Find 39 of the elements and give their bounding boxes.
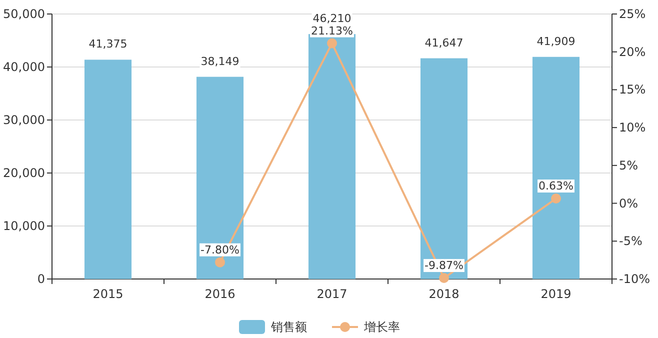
data-label: -7.80%: [200, 243, 240, 256]
x-tick-label: 2015: [92, 287, 124, 301]
bar: [84, 60, 132, 279]
x-tick-label: 2017: [316, 287, 348, 301]
y2-tick-label: 20%: [619, 44, 646, 59]
data-label: 0.63%: [538, 180, 574, 193]
bar: [532, 56, 580, 279]
y2-tick-label: -5%: [619, 234, 642, 248]
point: [215, 257, 225, 268]
legend-label: 增长率: [363, 320, 400, 334]
y2-tick-label: 0%: [619, 196, 638, 210]
data-label: 21.13%: [311, 24, 353, 38]
y-tick-label: 20,000: [3, 166, 45, 180]
point: [327, 38, 337, 48]
bar: [196, 76, 244, 279]
x-tick-label: 2019: [540, 287, 572, 301]
y2-tick-label: 10%: [619, 120, 646, 135]
legend-label: 销售额: [270, 320, 307, 334]
data-label: 41,375: [88, 38, 128, 51]
data-label: -9.87%: [424, 259, 464, 272]
point: [439, 273, 449, 284]
data-label: 46,210: [312, 12, 352, 26]
y-tick-label: 10,000: [3, 219, 45, 233]
y2-tick-label: 5%: [619, 158, 638, 172]
point: [551, 194, 561, 204]
x-tick-label: 2016: [204, 287, 236, 301]
bar: [420, 58, 468, 279]
y2-tick-label: 25%: [619, 7, 646, 21]
y2-tick-label: 15%: [619, 82, 646, 97]
bar: [308, 34, 356, 279]
y-tick-label: 30,000: [3, 113, 45, 127]
y-tick-label: 50,000: [3, 7, 45, 21]
data-label: 41,647: [424, 36, 464, 50]
data-label: 38,149: [200, 54, 240, 68]
y-tick-label: 40,000: [3, 60, 45, 74]
x-tick-label: 2018: [428, 287, 460, 301]
data-label: 41,909: [536, 34, 576, 48]
y2-tick-label: -10%: [619, 272, 650, 286]
y-tick-label: 0: [37, 272, 45, 286]
